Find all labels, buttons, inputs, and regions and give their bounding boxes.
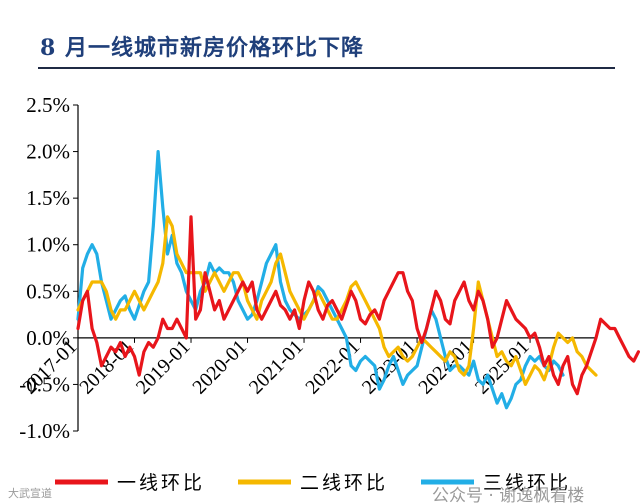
y-tick-label: 0.0% [26, 326, 70, 350]
legend-label-tier3: 三线环比 [483, 472, 571, 494]
legend-label-tier1: 一线环比 [117, 472, 205, 494]
watermark-left: 大武宣道 [8, 486, 52, 500]
title-divider [38, 67, 615, 69]
y-tick-label: 2.5% [26, 93, 70, 117]
y-tick-label: 1.0% [26, 233, 70, 257]
y-tick-label: 2.0% [26, 140, 70, 164]
watermarks: 大武宣道 公众号 · 谢逸枫看楼 [8, 486, 584, 504]
axes [77, 105, 596, 431]
x-tick-label: 2021-01 [245, 336, 308, 399]
series-line-tier3 [76, 150, 565, 410]
watermark-right: 公众号 · 谢逸枫看楼 [432, 486, 584, 504]
legend: 一线环比 二线环比 三线环比 [55, 472, 571, 494]
x-tick-label: 2018-01 [75, 336, 138, 399]
y-tick-label: 1.5% [26, 186, 70, 210]
y-tick-label: -1.0% [19, 419, 70, 443]
series-lines [76, 150, 640, 410]
chart-title: 8 月一线城市新房价格环比下降 [40, 35, 364, 61]
y-tick-label: -0.5% [19, 372, 70, 396]
y-tick-label: 0.5% [26, 279, 70, 303]
legend-label-tier2: 二线环比 [300, 472, 388, 494]
x-tick-label: 2020-01 [188, 336, 251, 399]
series-line-tier2 [76, 215, 598, 386]
series-line-tier1 [76, 215, 640, 396]
y-axis-tick-labels: -1.0% -0.5% 0.0% 0.5% 1.0% 1.5% 2.0% 2.5% [19, 93, 78, 443]
